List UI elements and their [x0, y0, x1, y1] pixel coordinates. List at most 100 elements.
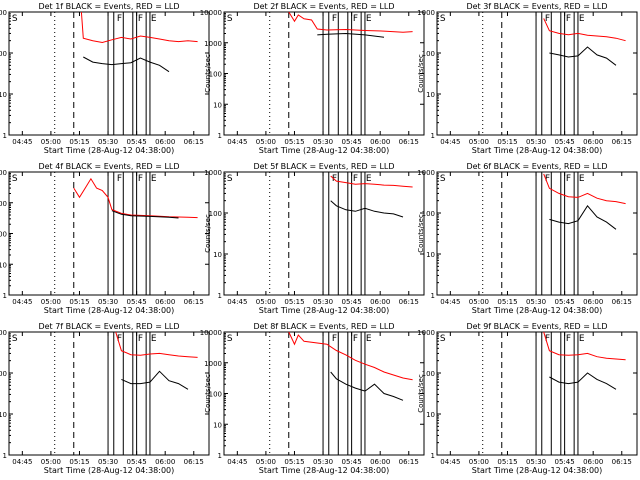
- x-tick-label: 06:15: [612, 298, 632, 306]
- y-tick-label: 1000: [417, 9, 435, 17]
- x-tick-label: 05:30: [98, 458, 118, 466]
- lld-series-line: [288, 11, 413, 33]
- y-axis-label: Counts/sec: [204, 214, 212, 253]
- x-tick-label: 05:45: [127, 298, 147, 306]
- lld-series-line: [330, 175, 413, 188]
- y-tick-label: 10: [0, 411, 7, 419]
- events-series-line: [549, 204, 617, 230]
- y-tick-label: 100: [209, 71, 222, 79]
- y-axis-label: Counts/sec: [204, 374, 212, 413]
- chart-panel-4: Det 4f BLACK = Events, RED = LLD 1 10 100 10…: [0, 162, 210, 315]
- marker-label-f: F: [138, 14, 143, 24]
- x-tick-label: 05:45: [342, 138, 362, 146]
- x-tick-label: 05:30: [98, 298, 118, 306]
- marker-label-s: S: [12, 334, 18, 344]
- marker-label-s: S: [227, 14, 233, 24]
- events-series-line: [549, 46, 617, 66]
- y-axis-label: Counts/sec: [204, 54, 212, 93]
- y-tick-label: 100: [0, 231, 7, 239]
- y-axis-label: Counts/sec: [417, 374, 425, 413]
- plot-frame: [223, 171, 425, 296]
- x-tick-label: 06:00: [370, 138, 390, 146]
- x-axis-label: Start Time (28-Aug-12 04:38:00): [472, 146, 603, 155]
- x-tick-label: 05:45: [342, 458, 362, 466]
- x-tick-label: 05:00: [41, 138, 61, 146]
- x-tick-label: 05:30: [313, 298, 333, 306]
- x-axis-label: Start Time (28-Aug-12 04:38:00): [44, 306, 175, 315]
- x-tick-label: 06:15: [612, 458, 632, 466]
- y-tick-label: 10: [426, 411, 435, 419]
- y-tick-label: 1000: [0, 200, 7, 208]
- marker-label-f: F: [117, 174, 122, 184]
- x-tick-label: 05:30: [313, 458, 333, 466]
- plot-frame: [223, 331, 425, 456]
- x-tick-label: 04:45: [12, 138, 32, 146]
- x-tick-label: 06:00: [155, 458, 175, 466]
- marker-label-f: F: [117, 334, 122, 344]
- y-tick-label: 1000: [417, 169, 435, 177]
- x-tick-label: 05:00: [256, 458, 276, 466]
- x-tick-label: 05:45: [555, 458, 575, 466]
- y-tick-label: 10: [213, 421, 222, 429]
- y-tick-label: 1: [218, 132, 222, 140]
- chart-panel-7: Det 7f BLACK = Events, RED = LLD 1 10 100 10…: [0, 322, 210, 475]
- chart-title: Det 1f BLACK = Events, RED = LLD: [38, 2, 179, 11]
- events-series-line: [317, 32, 385, 38]
- y-tick-label: 1: [431, 452, 435, 460]
- x-tick-label: 06:00: [155, 298, 175, 306]
- lld-series-line: [288, 331, 413, 381]
- marker-label-f: F: [545, 14, 550, 24]
- lld-series-line: [543, 18, 626, 42]
- chart-panel-5: Det 5f BLACK = Events, RED = LLD 1 10 100 10…: [204, 162, 425, 315]
- x-tick-label: 05:15: [497, 138, 517, 146]
- y-tick-label: 1: [218, 292, 222, 300]
- marker-label-f: F: [545, 174, 550, 184]
- y-axis-label: Counts/sec: [417, 214, 425, 253]
- y-tick-label: 1000: [204, 360, 222, 368]
- marker-label-f: F: [138, 334, 143, 344]
- chart-panel-8: Det 8f BLACK = Events, RED = LLD 1 10 100 10…: [200, 322, 425, 475]
- x-tick-label: 05:15: [497, 298, 517, 306]
- x-tick-label: 05:30: [98, 138, 118, 146]
- x-tick-label: 05:15: [284, 458, 304, 466]
- x-tick-label: 06:15: [184, 458, 204, 466]
- marker-label-e: E: [366, 174, 372, 184]
- x-tick-label: 04:45: [227, 458, 247, 466]
- marker-label-f: F: [138, 174, 143, 184]
- x-tick-label: 05:00: [469, 138, 489, 146]
- y-tick-label: 1000: [204, 169, 222, 177]
- marker-label-e: E: [579, 174, 585, 184]
- x-tick-label: 05:00: [469, 298, 489, 306]
- y-tick-label: 10: [426, 251, 435, 259]
- plot-frame: [8, 11, 210, 136]
- x-axis-label: Start Time (28-Aug-12 04:38:00): [259, 146, 390, 155]
- x-tick-label: 06:00: [583, 138, 603, 146]
- marker-label-e: E: [579, 14, 585, 24]
- x-axis-label: Start Time (28-Aug-12 04:38:00): [44, 466, 175, 475]
- y-tick-label: 10: [426, 91, 435, 99]
- x-tick-label: 05:15: [284, 138, 304, 146]
- marker-label-s: S: [12, 174, 18, 184]
- chart-panel-2: Det 2f BLACK = Events, RED = LLD 1 10 100 10…: [200, 2, 425, 155]
- y-tick-label: 100: [422, 50, 435, 58]
- x-axis-label: Start Time (28-Aug-12 04:38:00): [259, 306, 390, 315]
- plot-frame: [436, 11, 638, 136]
- x-tick-label: 06:00: [583, 298, 603, 306]
- x-tick-label: 05:15: [69, 138, 89, 146]
- marker-label-s: S: [12, 14, 18, 24]
- lld-series-line: [543, 173, 626, 205]
- x-tick-label: 05:30: [526, 138, 546, 146]
- y-tick-label: 1000: [204, 40, 222, 48]
- x-tick-label: 06:00: [370, 298, 390, 306]
- y-tick-label: 1000: [417, 329, 435, 337]
- x-axis-label: Start Time (28-Aug-12 04:38:00): [259, 466, 390, 475]
- y-tick-label: 100: [0, 370, 7, 378]
- x-tick-label: 05:00: [41, 458, 61, 466]
- y-tick-label: 100: [422, 370, 435, 378]
- y-tick-label: 1000: [0, 9, 7, 17]
- marker-label-s: S: [227, 174, 233, 184]
- x-tick-label: 05:45: [127, 458, 147, 466]
- x-tick-label: 05:00: [256, 138, 276, 146]
- x-tick-label: 06:15: [184, 298, 204, 306]
